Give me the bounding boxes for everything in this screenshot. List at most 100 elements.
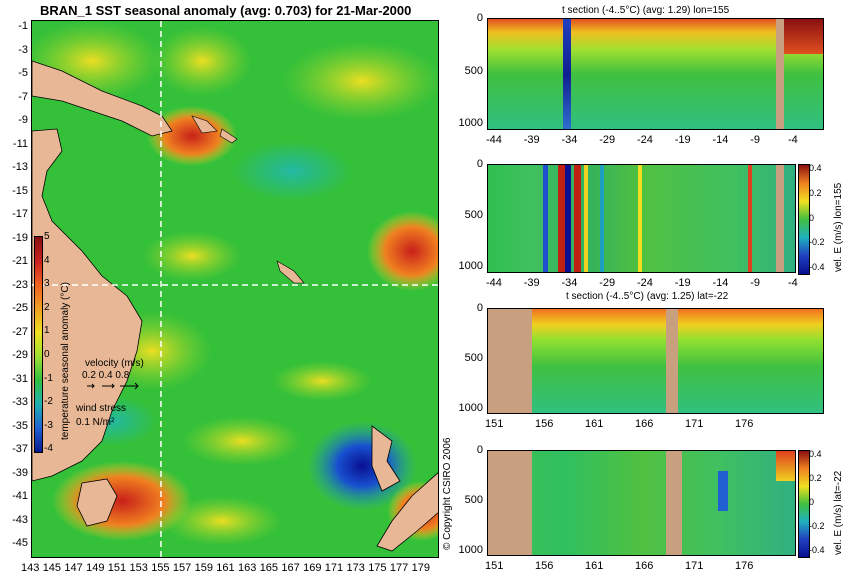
- lat-tick-label: -39: [12, 466, 28, 479]
- section-2-band: [574, 165, 581, 272]
- section-x-tick: -29: [599, 277, 616, 289]
- section-x-tick: 171: [685, 418, 704, 430]
- section-4-band: [718, 471, 728, 511]
- lat-tick-label: -37: [12, 443, 28, 455]
- lon-tick-label: 173: [346, 562, 365, 574]
- lon-tick-label: 177: [389, 562, 409, 574]
- section-x-tick: 156: [535, 418, 554, 430]
- sst-map-graphic: [32, 21, 438, 557]
- section-x-tick: -39: [523, 134, 540, 146]
- section-colorbar-tick: 0.4: [809, 163, 822, 173]
- section-y-tick: 500: [464, 493, 483, 506]
- section-x-tick: 166: [635, 560, 654, 572]
- lat-tick-label: -35: [12, 419, 28, 432]
- australia-landmass: [32, 128, 143, 482]
- section-1-land-bar: [776, 19, 784, 129]
- section-x-tick: -29: [599, 134, 616, 146]
- section-4-side-label: vel. E (m/s) lat=-22: [833, 470, 844, 555]
- solomon-island: [191, 115, 218, 134]
- section-x-tick: -24: [637, 277, 653, 289]
- section-2-band: [565, 165, 571, 272]
- lon-tick-label: 151: [107, 562, 127, 574]
- map-colorbar: [34, 236, 43, 453]
- colorbar-label: temperature seasonal anomaly (°C): [60, 282, 71, 440]
- section-x-tick: 166: [635, 418, 654, 430]
- section-x-tick: 151: [485, 560, 504, 572]
- section-2-band: [600, 165, 604, 272]
- section-y-tick: 500: [464, 64, 483, 77]
- section-4-band: [776, 451, 795, 481]
- velocity-legend-values: 0.2 0.4 0.8: [82, 370, 130, 381]
- section-x-tick: -34: [561, 134, 578, 146]
- section-y-tick: 0: [476, 302, 483, 314]
- lat-tick-label: -45: [12, 537, 28, 549]
- colorbar-tick-label: -1: [44, 372, 53, 384]
- section-1-warm-patch: [784, 19, 823, 54]
- section-colorbar-tick: -0.4: [809, 545, 825, 555]
- section-y-tick: 1000: [458, 401, 483, 414]
- section-x-tick: -24: [637, 134, 653, 146]
- lat-tick-label: -29: [12, 349, 28, 361]
- colorbar-tick-label: 1: [44, 325, 50, 337]
- section-x-tick: -4: [788, 277, 798, 289]
- section-y-tick: 0: [476, 12, 483, 24]
- lat-tick-label: -13: [12, 161, 28, 173]
- section-colorbar-tick: 0.2: [809, 473, 822, 483]
- lat-tick-label: -23: [12, 278, 28, 291]
- section-x-tick: -4: [788, 134, 798, 146]
- colorbar-tick-label: -4: [44, 443, 53, 455]
- section-3-plot[interactable]: [487, 308, 824, 414]
- section-colorbar-tick: -0.4: [809, 262, 825, 272]
- map-title: BRAN_1 SST seasonal anomaly (avg: 0.703)…: [40, 3, 412, 18]
- colorbar-tick-label: 3: [44, 278, 50, 290]
- section-x-tick: 161: [585, 560, 604, 572]
- lat-tick-label: -25: [12, 302, 28, 314]
- lat-tick-label: -1: [18, 20, 28, 32]
- section-x-tick: -14: [712, 277, 729, 289]
- lon-tick-label: 167: [281, 562, 300, 574]
- lon-tick-label: 165: [259, 562, 279, 574]
- lat-tick-label: -15: [12, 184, 28, 197]
- section-2-land-bar: [776, 165, 784, 272]
- section-2-band: [748, 165, 752, 272]
- section-2-band: [584, 165, 588, 272]
- lon-tick-label: 147: [64, 562, 83, 574]
- lon-tick-label: 171: [324, 562, 344, 574]
- section-3-land-bar: [666, 309, 678, 413]
- lat-tick-label: -7: [18, 90, 28, 103]
- section-y-tick: 1000: [458, 117, 483, 130]
- section-x-tick: 171: [685, 560, 704, 572]
- section-x-tick: 151: [485, 418, 504, 430]
- new-guinea-landmass: [32, 60, 173, 137]
- section-colorbar-tick: -0.2: [809, 521, 825, 531]
- section-colorbar-tick: 0.4: [809, 449, 822, 459]
- colorbar-tick-label: -3: [44, 419, 53, 431]
- section-3-title: t section (-4..5°C) (avg: 1.25) lat=-22: [566, 291, 729, 302]
- section-x-tick: -19: [674, 277, 691, 289]
- wind-legend-value: 0.1 N/m²: [76, 417, 115, 428]
- lon-tick-label: 179: [411, 562, 430, 574]
- lat-tick-label: -31: [12, 372, 28, 385]
- section-colorbar-tick: 0: [809, 497, 815, 507]
- lon-tick-label: 163: [238, 562, 257, 574]
- section-y-tick: 0: [476, 158, 483, 170]
- section-x-tick: -44: [486, 134, 502, 146]
- section-4-plot[interactable]: [487, 450, 796, 556]
- lat-tick-label: -41: [12, 490, 28, 502]
- lat-tick-label: -9: [18, 114, 28, 126]
- lat-tick-label: -11: [12, 137, 28, 150]
- section-1-plot[interactable]: [487, 18, 824, 130]
- section-x-tick: -14: [712, 134, 729, 146]
- sst-map[interactable]: [31, 20, 439, 558]
- solomon-island: [219, 128, 238, 144]
- section-3-land-left: [488, 309, 532, 413]
- section-y-tick: 500: [464, 209, 483, 222]
- lon-tick-label: 161: [216, 562, 235, 574]
- new-caledonia: [276, 260, 305, 284]
- lat-tick-label: -3: [18, 43, 28, 56]
- section-y-tick: 0: [476, 444, 483, 456]
- section-2-plot[interactable]: [487, 164, 796, 273]
- lon-tick-label: 145: [42, 562, 62, 574]
- lon-tick-label: 157: [172, 562, 192, 574]
- section-2-band: [638, 165, 642, 272]
